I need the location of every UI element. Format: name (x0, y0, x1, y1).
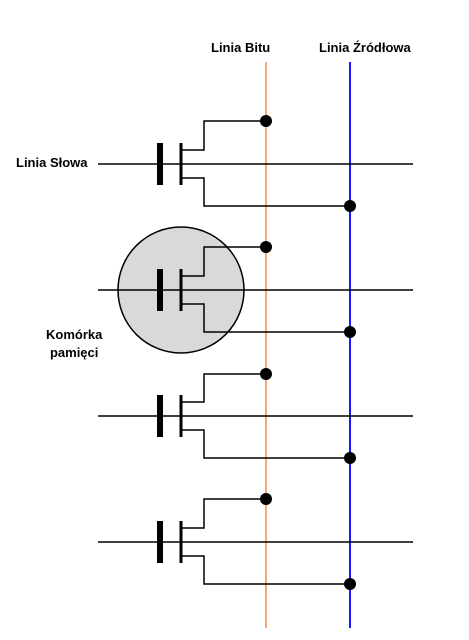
bit-line-contact-1 (260, 115, 272, 127)
memory-cell-3 (98, 368, 413, 464)
memory-cell-2 (98, 241, 413, 338)
source-wire-4 (181, 555, 350, 585)
source-line-label: Linia Źródłowa (319, 40, 411, 55)
transistor-gate-4 (157, 521, 163, 563)
drain-wire-1 (181, 120, 266, 151)
bit-line-label: Linia Bitu (211, 40, 271, 55)
transistor-gate-2 (157, 269, 163, 311)
word-line-label: Linia Słowa (16, 155, 88, 170)
drain-wire-3 (181, 373, 266, 403)
drain-wire-2 (181, 246, 266, 277)
bit-line-contact-2 (260, 241, 272, 253)
source-line-contact-4 (344, 578, 356, 590)
transistor-gate-3 (157, 395, 163, 437)
source-wire-3 (181, 429, 350, 459)
bit-line-contact-4 (260, 493, 272, 505)
memory-cell-1 (98, 115, 413, 212)
bit-line-contact-3 (260, 368, 272, 380)
memory-cell-label-line1: Komórka (46, 327, 103, 342)
memory-cell-label-line2: pamięci (49, 345, 99, 360)
source-wire-1 (181, 177, 350, 207)
source-line-contact-2 (344, 326, 356, 338)
drain-wire-4 (181, 498, 266, 529)
memory-cell-4 (98, 493, 413, 590)
source-line-contact-1 (344, 200, 356, 212)
transistor-gate-1 (157, 143, 163, 185)
source-line-contact-3 (344, 452, 356, 464)
memory-cell-label: Komórka pamięci (46, 326, 102, 362)
source-wire-2 (181, 303, 350, 333)
